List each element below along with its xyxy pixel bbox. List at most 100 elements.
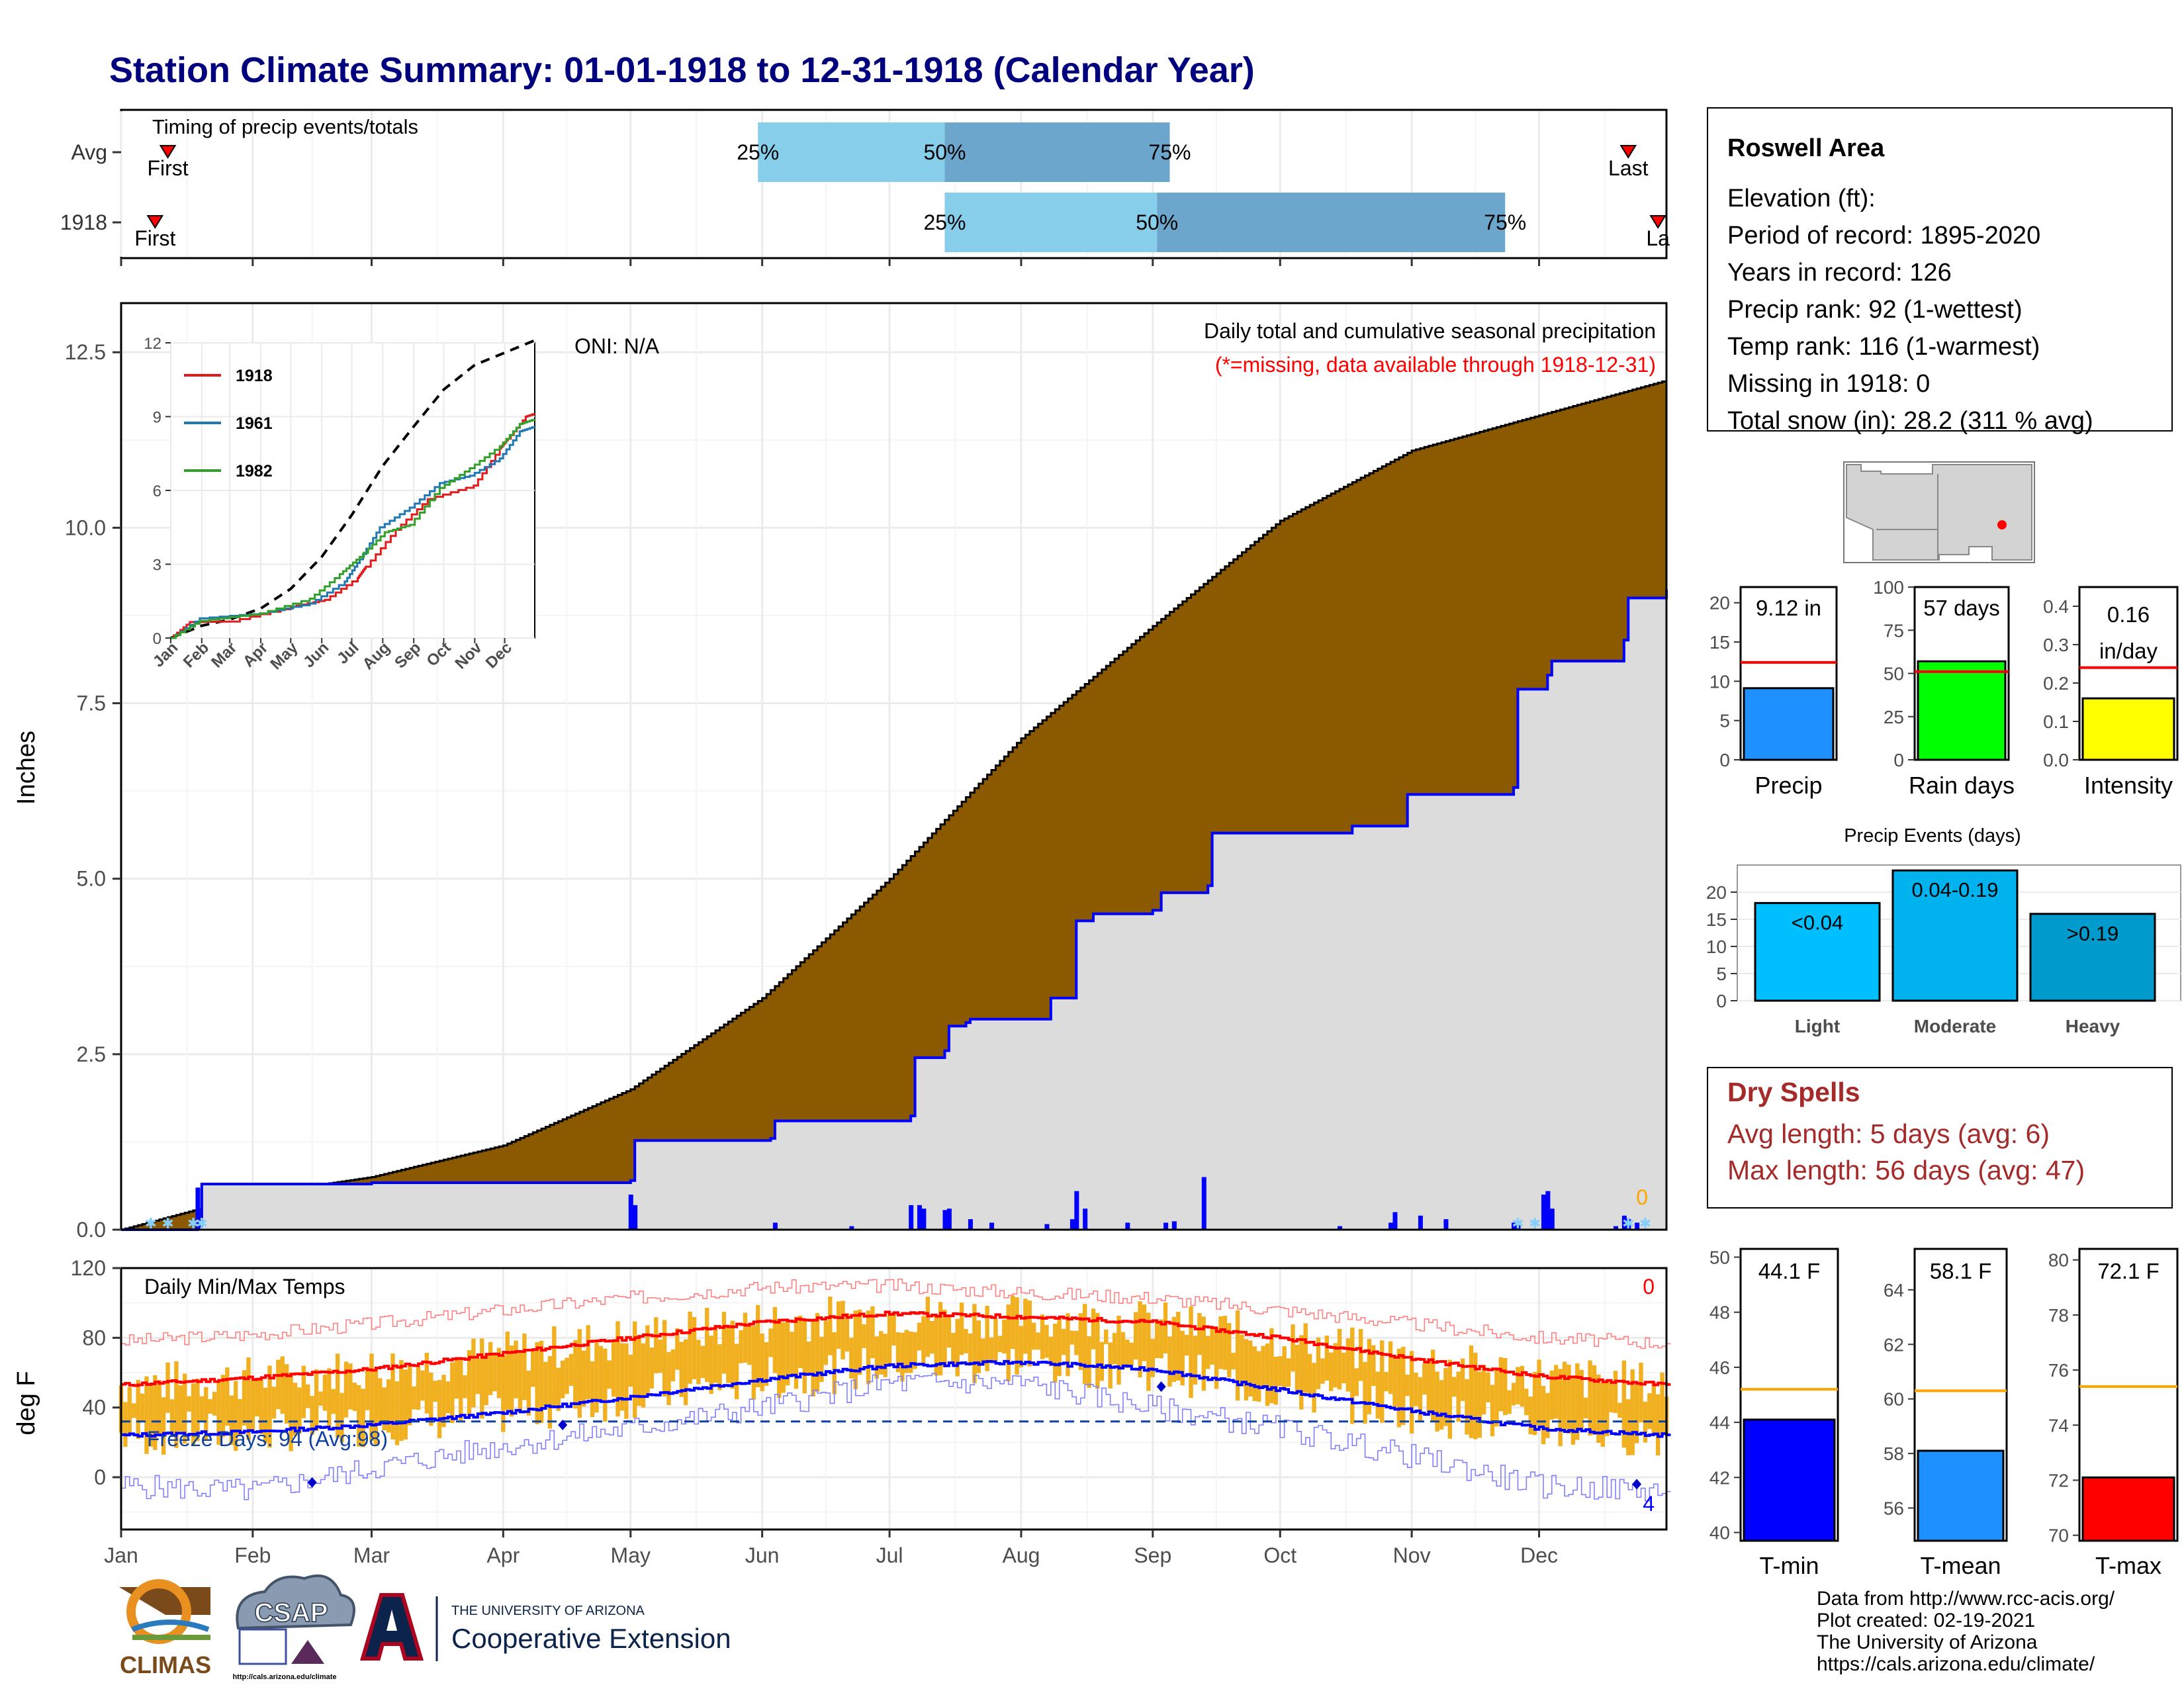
snow-markers: ✱ ✱ ✱✱ ✱ ✱ ✱ ✱ (145, 1215, 1651, 1232)
temp-range-bar (1261, 1346, 1265, 1388)
station-detail-line: Years in record: 126 (1727, 259, 1952, 287)
temp-range-bar (187, 1396, 191, 1412)
temp-summary-value-label: 72.1 F (2097, 1259, 2160, 1283)
daily-precip-bar (1074, 1191, 1079, 1230)
inset-y-tick-label: 12 (144, 335, 161, 353)
daily-precip-bar (1044, 1224, 1050, 1230)
timing-last-label: La (1646, 226, 1670, 250)
csap-wordmark: CSAP (254, 1598, 328, 1627)
record-max-line (121, 1278, 1671, 1349)
events-bar-label: Heavy (2066, 1016, 2120, 1036)
temp-range-bar (552, 1326, 557, 1406)
temp-range-bar (1248, 1340, 1253, 1397)
temp-summary-value-label: 44.1 F (1758, 1259, 1821, 1283)
temp-range-bar (255, 1380, 259, 1416)
events-bar-value: <0.04 (1792, 911, 1843, 934)
events-tick-label: 10 (1706, 937, 1727, 957)
temp-range-bar (768, 1328, 773, 1357)
temp-range-bar (1596, 1375, 1601, 1443)
month-label: Apr (486, 1543, 520, 1567)
temp-range-bar (1511, 1383, 1516, 1406)
temp-range-bar (1240, 1334, 1244, 1387)
summary-bar-tick-label: 0 (1893, 750, 1904, 770)
temp-range-bar (713, 1325, 718, 1383)
summary-bar-tick-label: 0.3 (2043, 635, 2069, 655)
summary-bar-value-unit: in/day (2099, 639, 2158, 663)
temp-range-bar (327, 1368, 332, 1429)
temp-range-bar (399, 1359, 404, 1441)
temp-summary-tick-label: 64 (1884, 1280, 1904, 1301)
temp-summary-tick-label: 72 (2048, 1470, 2069, 1490)
temp-range-bar (1524, 1389, 1529, 1416)
temp-range-bar (246, 1357, 251, 1440)
temp-range-bar (1345, 1338, 1351, 1392)
temp-range-bar (1069, 1330, 1075, 1345)
inset-series-line-1982 (171, 418, 536, 639)
temp-range-bar (331, 1389, 336, 1414)
footer-credit-line: Plot created: 02-19-2021 (1817, 1610, 2035, 1631)
temp-summary-tick-label: 56 (1884, 1498, 1904, 1519)
temp-range-bar (1286, 1358, 1291, 1387)
temp-range-bar (658, 1340, 662, 1373)
temp-range-bar (1023, 1299, 1028, 1354)
temp-missing-count: 0 (1643, 1275, 1655, 1299)
temp-range-bar (1133, 1312, 1138, 1360)
daily-precip-bar (1163, 1222, 1169, 1230)
temp-range-bar (144, 1376, 149, 1454)
temp-summary-label: T-min (1760, 1552, 1819, 1579)
temp-range-bar (942, 1309, 947, 1367)
record-min-line (121, 1373, 1671, 1502)
temp-range-bar (1422, 1363, 1427, 1395)
temp-range-bar (1329, 1352, 1334, 1391)
temp-range-bar (785, 1321, 790, 1386)
daily-precip-bar (968, 1219, 973, 1230)
temp-range-bar (1575, 1363, 1580, 1440)
temp-range-bar (1363, 1361, 1367, 1424)
snow-marker: ✱ (196, 1215, 208, 1232)
summary-bar-value-label: 9.12 in (1756, 596, 1821, 620)
temp-range-bar (204, 1387, 208, 1440)
temp-range-bar (1337, 1328, 1342, 1390)
events-tick-label: 20 (1706, 882, 1727, 903)
temp-range-bar (1138, 1301, 1142, 1378)
summary-bar-label: Precip (1754, 772, 1822, 799)
dry-spells-title: Dry Spells (1727, 1077, 1860, 1107)
temp-range-bar (267, 1365, 272, 1448)
temp-range-bar (1639, 1362, 1643, 1423)
temp-range-bar (1036, 1332, 1040, 1350)
temp-range-bar (348, 1363, 353, 1410)
temp-range-bar (382, 1387, 387, 1431)
temp-range-bar (1252, 1346, 1257, 1401)
record-marker (307, 1477, 317, 1488)
dry-spells-frame (1707, 1067, 2173, 1209)
temp-range-bar (717, 1344, 722, 1391)
temp-range-bar (662, 1320, 667, 1397)
timing-p50-label: 50% (1136, 210, 1178, 234)
daily-precip-bar (1549, 1209, 1555, 1230)
temp-summary-value (1917, 1449, 2005, 1542)
temp-range-bar (556, 1367, 561, 1411)
daily-precip-bar (1614, 1226, 1619, 1230)
footer-credit-line: https://cals.arizona.edu/climate/ (1817, 1653, 2095, 1675)
timing-p75-label: 75% (1484, 210, 1526, 234)
precip-y-tick-label: 2.5 (77, 1042, 106, 1066)
temp-range-bar (1588, 1360, 1592, 1436)
temp-range-bar (433, 1381, 437, 1402)
cumulative-1918-area (121, 589, 1666, 1230)
temp-range-bar (624, 1343, 629, 1419)
temp-range-bar (1078, 1313, 1083, 1371)
temp-range-bar (238, 1398, 242, 1437)
temp-range-bar (764, 1342, 769, 1386)
month-label: Sep (1134, 1543, 1171, 1567)
daily-precip-bar (1392, 1212, 1398, 1230)
temp-range-bar (985, 1305, 989, 1371)
temp-range-bar (343, 1361, 349, 1418)
temp-range-bar (1312, 1363, 1316, 1413)
timing-last-label: Last (1608, 156, 1649, 180)
temp-range-bar (1053, 1323, 1058, 1383)
temp-range-bar (628, 1354, 633, 1387)
summary-bar-value-label: 0.16 (2107, 602, 2150, 627)
temp-range-bar (603, 1348, 608, 1422)
summary-bar-value-label: 57 days (1923, 596, 2000, 620)
summary-bar-tick-label: 20 (1709, 593, 1730, 614)
